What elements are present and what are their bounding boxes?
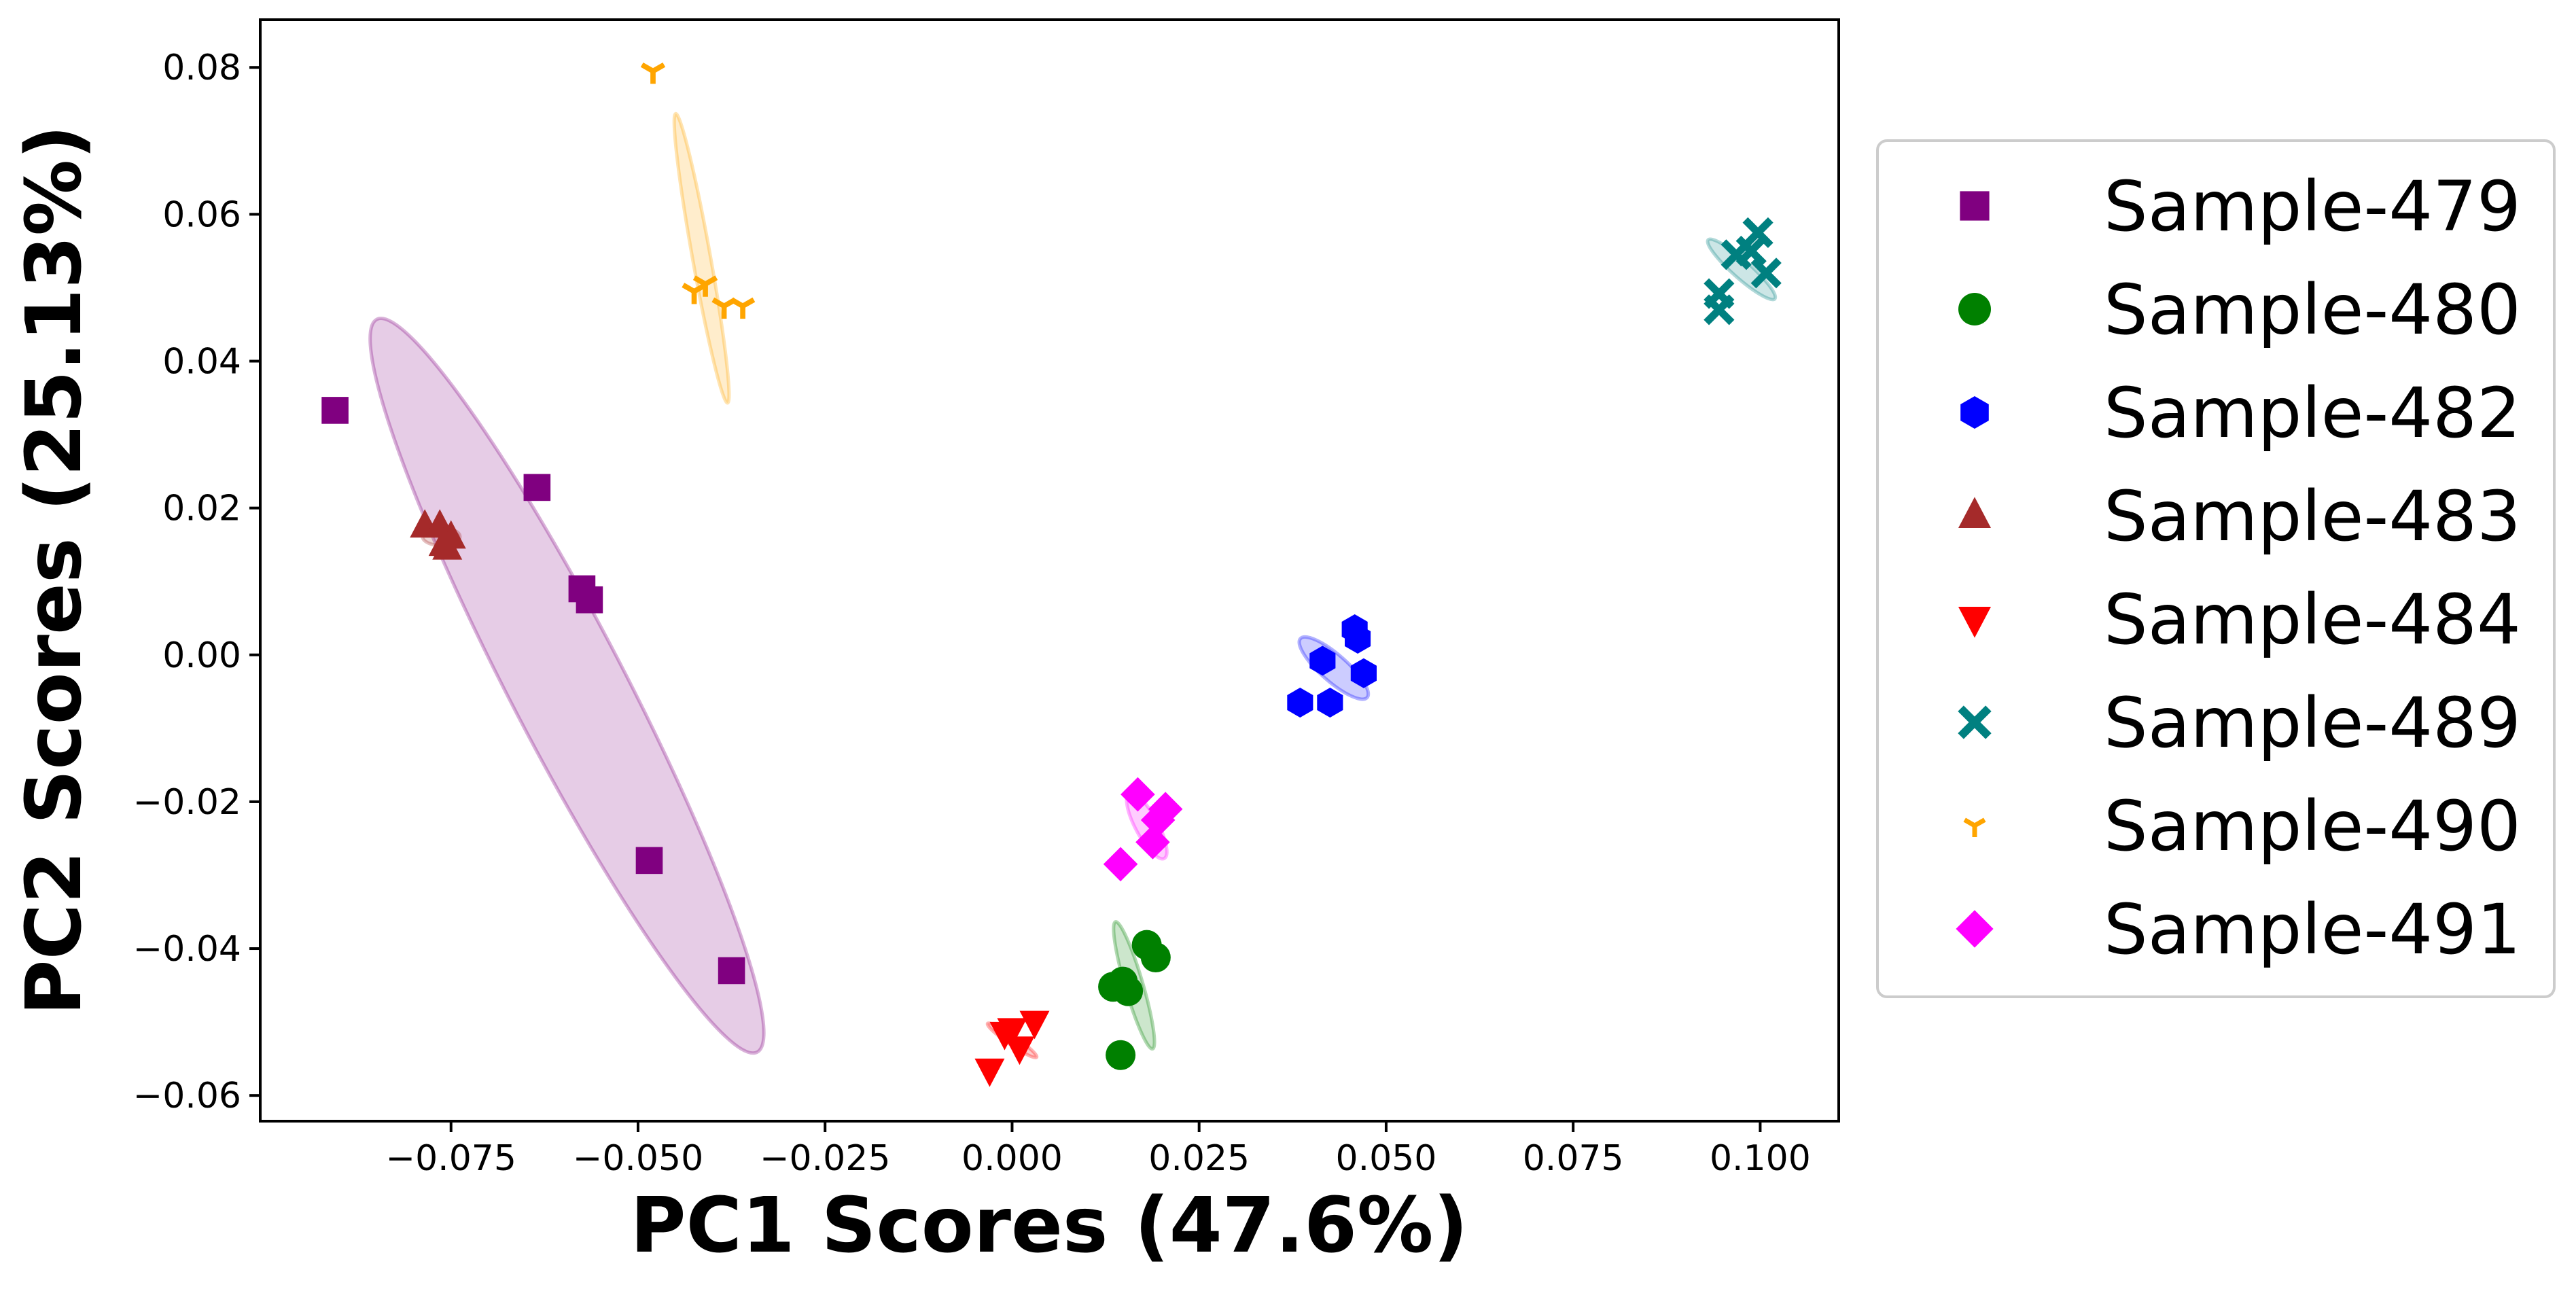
- point-sample-490: [692, 275, 718, 297]
- legend-label-sample-490: Sample-490: [2104, 786, 2521, 867]
- point-sample-489: [1750, 258, 1782, 289]
- x-tick-label: 0.050: [1335, 1138, 1436, 1179]
- point-sample-490: [640, 62, 666, 84]
- point-sample-489: [1704, 278, 1735, 309]
- legend-marker-sample-491: [1956, 910, 1994, 948]
- point-sample-489: [1742, 217, 1774, 248]
- point-sample-479: [718, 957, 745, 985]
- legend-label-sample-480: Sample-480: [2104, 270, 2521, 351]
- x-tick-label: 0.075: [1523, 1138, 1624, 1179]
- x-tick-label: 0.000: [961, 1138, 1063, 1179]
- point-sample-491: [1103, 847, 1138, 882]
- legend-label-sample-482: Sample-482: [2104, 373, 2521, 454]
- point-sample-480: [1140, 942, 1171, 973]
- x-tick-label: 0.100: [1710, 1138, 1811, 1179]
- point-sample-482: [1309, 646, 1336, 676]
- point-sample-490: [730, 297, 756, 319]
- point-sample-479: [523, 474, 551, 501]
- legend-label-sample-483: Sample-483: [2104, 476, 2521, 557]
- legend: Sample-479 Sample-480 Sample-482 Sample-483…: [1876, 139, 2556, 998]
- legend-label-sample-479: Sample-479: [2104, 166, 2521, 247]
- legend-marker-sample-489: [1958, 705, 1992, 739]
- x-tick-label: −0.075: [386, 1138, 516, 1179]
- point-sample-480: [1106, 1040, 1136, 1070]
- point-sample-484: [974, 1058, 1005, 1087]
- legend-marker-sample-479: [1960, 191, 1990, 221]
- point-sample-482: [1317, 688, 1343, 718]
- point-sample-489: [1735, 235, 1767, 266]
- point-sample-484: [997, 1018, 1027, 1047]
- legend-label-sample-491: Sample-491: [2104, 889, 2521, 970]
- data-points: [321, 62, 1782, 1087]
- x-tick-label: −0.050: [573, 1138, 703, 1179]
- x-axis-label: PC1 Scores (47.6%): [631, 1182, 1468, 1270]
- point-sample-479: [321, 397, 349, 424]
- point-sample-491: [1121, 777, 1155, 812]
- point-sample-484: [1019, 1010, 1050, 1040]
- ellipse-sample-490: [672, 111, 731, 405]
- legend-marker-sample-490: [1963, 817, 1986, 837]
- x-tick-label: −0.025: [760, 1138, 890, 1179]
- point-sample-491: [1140, 802, 1176, 838]
- legend-marker-sample-480: [1958, 293, 1991, 325]
- y-axis-label: PC2 Scores (25.13%): [10, 125, 99, 1016]
- y-tick-label: −0.06: [133, 1076, 241, 1116]
- point-sample-482: [1345, 624, 1371, 654]
- point-sample-479: [635, 847, 663, 875]
- legend-label-sample-489: Sample-489: [2104, 683, 2521, 764]
- ellipse-sample-479: [368, 317, 766, 1055]
- point-sample-479: [576, 586, 603, 614]
- y-tick-label: 0.00: [162, 635, 241, 676]
- confidence-ellipses: [368, 111, 1778, 1059]
- point-sample-480: [1113, 976, 1144, 1006]
- point-sample-482: [1350, 658, 1377, 688]
- legend-marker-sample-484: [1958, 607, 1991, 638]
- legend-frame: [1876, 139, 2556, 998]
- y-tick-label: 0.04: [162, 342, 241, 383]
- legend-label-sample-484: Sample-484: [2104, 580, 2521, 660]
- x-axis-ticks: −0.075 −0.050 −0.025 0.000 0.025 0.050 0.075 0.…: [386, 1121, 1811, 1179]
- x-tick-label: 0.025: [1148, 1138, 1250, 1179]
- point-sample-483: [432, 531, 463, 560]
- y-tick-label: −0.02: [133, 782, 241, 823]
- y-tick-label: 0.02: [162, 489, 241, 529]
- legend-marker-sample-482: [1960, 396, 1989, 429]
- plot-frame: [259, 18, 1840, 1123]
- y-axis-ticks: −0.06 −0.04 −0.02 0.00 0.02 0.04 0.06 0.08: [133, 48, 260, 1116]
- point-sample-484: [1004, 1036, 1035, 1065]
- legend-marker-sample-483: [1958, 497, 1991, 528]
- y-tick-label: −0.04: [133, 929, 241, 970]
- point-sample-482: [1287, 688, 1313, 718]
- y-tick-label: 0.08: [162, 48, 241, 88]
- y-tick-label: 0.06: [162, 194, 241, 235]
